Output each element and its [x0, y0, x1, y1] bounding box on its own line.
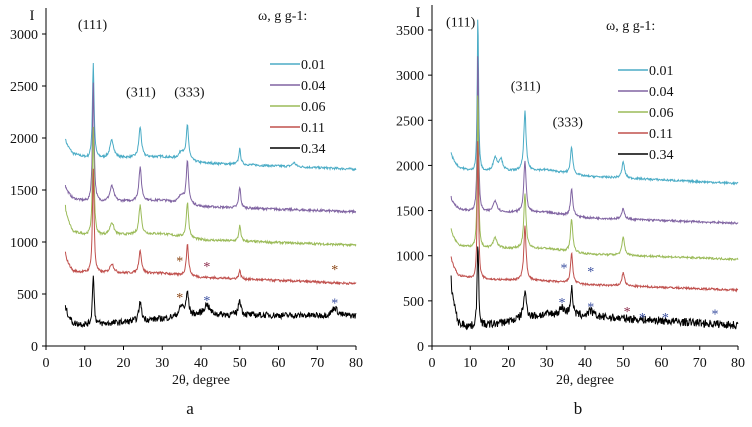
y-tick-label: 2500: [396, 114, 424, 129]
x-tick-label: 20: [502, 356, 516, 371]
asterisk-marker: *: [587, 265, 594, 280]
series-line-0.11: [64, 168, 357, 286]
asterisk-marker: *: [560, 262, 567, 277]
asterisk-marker: *: [639, 311, 646, 326]
asterisk-marker: *: [203, 294, 210, 309]
legend-entry: 0.11: [301, 121, 325, 136]
series-line-0.01: [450, 19, 739, 186]
series-line-0.06: [64, 126, 357, 248]
y-axis-label: I: [30, 8, 35, 24]
legend-title: ω, g g-1:: [606, 19, 655, 34]
legend-title: ω, g g-1:: [258, 9, 307, 24]
x-tick-label: 40: [194, 356, 208, 371]
asterisk-marker: *: [331, 296, 338, 311]
peak-annotation: (333): [553, 116, 584, 131]
series-line-0.01: [64, 62, 357, 172]
asterisk-marker: *: [203, 260, 210, 275]
y-tick-label: 3000: [396, 69, 424, 84]
asterisk-marker: *: [331, 263, 338, 278]
x-tick-label: 10: [463, 356, 477, 371]
series-line-0.04: [450, 56, 739, 226]
legend-entry: 0.04: [301, 79, 326, 94]
x-tick-label: 80: [349, 356, 363, 371]
series-line-0.34: [450, 246, 739, 331]
series-line-0.06: [450, 95, 739, 262]
panel-label: b: [574, 399, 583, 418]
y-tick-label: 0: [31, 340, 38, 355]
asterisk-marker: *: [587, 300, 594, 315]
y-tick-label: 2500: [10, 80, 38, 95]
legend-entry: 0.01: [301, 58, 326, 73]
y-tick-label: 2000: [10, 132, 38, 147]
panel-b: 0 500 1000 1500 2000 2500 3000 3500 0 10 20 30 40 50 6…: [396, 5, 745, 418]
y-tick-label: 1500: [396, 205, 424, 220]
x-tick-label: 20: [117, 356, 131, 371]
asterisk-marker: *: [176, 291, 183, 306]
x-axis-label: 2θ, degree: [556, 373, 614, 388]
x-tick-label: 0: [43, 356, 50, 371]
y-tick-label: 1000: [10, 236, 38, 251]
x-tick-label: 50: [233, 356, 247, 371]
y-tick-label: 500: [17, 288, 38, 303]
x-tick-label: 30: [540, 356, 554, 371]
peak-annotation: (333): [174, 85, 205, 100]
x-tick-label: 40: [578, 356, 592, 371]
y-tick-label: 1500: [10, 184, 38, 199]
y-tick-label: 2000: [396, 159, 424, 174]
peak-annotation: (111): [78, 18, 108, 33]
legend-entry: 0.01: [649, 64, 674, 79]
y-tick-label: 1000: [396, 250, 424, 265]
series-line-0.11: [450, 141, 739, 293]
panel-a: 0 500 1000 1500 2000 2500 3000 0 10 20 30 40 50 60 70 8…: [10, 8, 363, 418]
y-tick-label: 500: [403, 295, 424, 310]
asterisk-marker: *: [624, 305, 631, 320]
x-tick-label: 50: [616, 356, 630, 371]
legend-entry: 0.11: [649, 127, 673, 142]
x-tick-label: 70: [693, 356, 707, 371]
y-tick-label: 3500: [396, 24, 424, 39]
series-line-0.04: [64, 82, 357, 215]
x-tick-label: 60: [272, 356, 286, 371]
legend-entry: 0.04: [649, 85, 674, 100]
series-line-0.34: [64, 275, 357, 329]
x-axis-label: 2θ, degree: [172, 373, 230, 388]
legend-entry: 0.06: [301, 100, 326, 115]
x-tick-label: 60: [655, 356, 669, 371]
x-tick-label: 0: [429, 356, 436, 371]
x-tick-label: 30: [155, 356, 169, 371]
asterisk-marker: *: [662, 311, 669, 326]
legend-entry: 0.34: [301, 142, 326, 157]
asterisk-marker: *: [176, 255, 183, 270]
legend-entry: 0.34: [649, 148, 674, 163]
y-tick-label: 3000: [10, 28, 38, 43]
peak-annotation: (311): [126, 85, 156, 100]
peak-annotation: (111): [446, 15, 476, 30]
asterisk-marker: *: [559, 296, 566, 311]
legend-entry: 0.06: [649, 106, 674, 121]
panel-label: a: [186, 399, 194, 418]
x-tick-label: 80: [731, 356, 745, 371]
y-tick-label: 0: [417, 340, 424, 355]
x-tick-label: 10: [78, 356, 92, 371]
asterisk-marker: *: [712, 308, 719, 323]
x-tick-label: 70: [310, 356, 324, 371]
y-axis-label: I: [416, 5, 421, 21]
peak-annotation: (311): [511, 79, 541, 94]
